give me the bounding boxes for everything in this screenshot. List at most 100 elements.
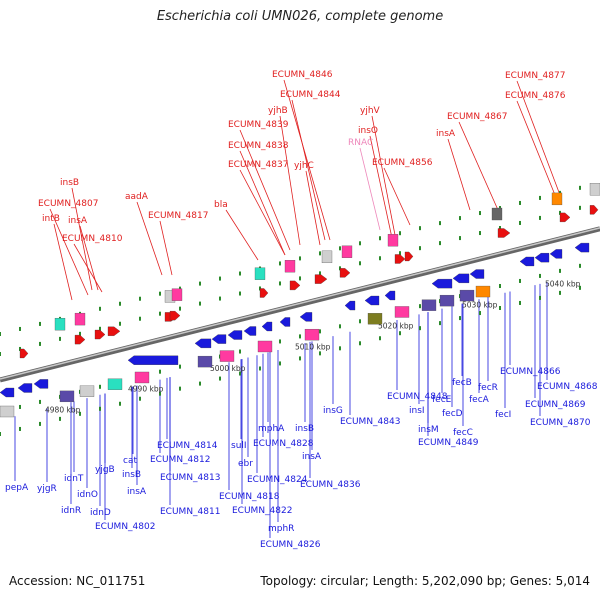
reverse-gene: [227, 330, 243, 340]
gene-block: [459, 289, 475, 302]
feature-label: ECUMN_4876: [505, 91, 566, 101]
label-leader: [369, 135, 393, 239]
feature-label: idnO: [77, 490, 98, 500]
gene-block: [421, 299, 437, 311]
reverse-gene: [534, 253, 550, 263]
feature-label: ECUMN_4867: [447, 112, 507, 122]
feature-label: fecR: [478, 383, 498, 393]
gene-block: [74, 312, 86, 326]
gene-block: [304, 328, 320, 341]
reverse-gene: [452, 273, 470, 283]
feature-label: ECUMN_4812: [150, 455, 210, 465]
label-leader: [516, 80, 561, 196]
feature-label: fecC: [453, 428, 473, 438]
feature-label: ECUMN_4818: [219, 492, 280, 502]
label-leader: [239, 150, 286, 256]
gene-block: [387, 234, 399, 247]
feature-label: insA: [68, 216, 88, 226]
gene-block: [107, 378, 123, 390]
forward-gene: [259, 288, 269, 298]
gene-block: [171, 288, 183, 301]
feature-label: ECUMN_4846: [272, 70, 333, 80]
feature-label: ECUMN_4810: [62, 234, 123, 244]
feature-label: ECUMN_4868: [537, 382, 598, 392]
gene-block: [0, 405, 15, 418]
label-leader: [371, 115, 396, 236]
label-leader: [283, 79, 331, 241]
feature-label: aadA: [125, 192, 149, 202]
feature-label: idnD: [90, 508, 111, 518]
tick-label: 5000 kbp: [210, 364, 246, 373]
feature-label: pepA: [5, 483, 29, 493]
label-leader: [225, 209, 259, 261]
forward-gene: [19, 348, 29, 359]
reverse-gene: [0, 387, 15, 398]
tick-label: 4990 kbp: [128, 385, 164, 394]
forward-gene: [107, 326, 121, 336]
label-leader: [359, 147, 381, 231]
label-leader: [447, 138, 471, 211]
reverse-gene: [17, 383, 33, 393]
feature-label: ECUMN_4817: [148, 211, 208, 221]
feature-label: insA: [436, 129, 456, 139]
backbone-line: [0, 226, 600, 383]
feature-label: fecI: [495, 410, 511, 420]
forward-gene: [74, 334, 86, 345]
feature-label: fecE: [432, 395, 452, 405]
feature-label: yjhB: [268, 106, 288, 116]
map-title: Escherichia coli UMN026, complete genome: [156, 9, 444, 24]
feature-label: insM: [418, 425, 439, 435]
feature-label: ECUMN_4826: [260, 540, 321, 550]
forward-gene: [339, 268, 351, 278]
feature-label: RNAC: [348, 138, 373, 148]
gene-block: [197, 355, 213, 368]
gene-block: [54, 317, 66, 331]
reverse-gene: [243, 326, 257, 336]
feature-label: ECUMN_4839: [228, 120, 289, 130]
feature-label: yjgB: [95, 465, 115, 475]
forward-gene: [497, 228, 511, 238]
label-leader: [159, 220, 173, 276]
reverse-gene: [469, 269, 485, 279]
feature-label: mphA: [258, 424, 285, 434]
feature-label: fecA: [469, 395, 490, 405]
feature-label: ECUMN_4828: [253, 439, 314, 449]
feature-label: ECUMN_4843: [340, 417, 400, 427]
feature-label: fecB: [452, 378, 472, 388]
gene-block: [257, 340, 273, 353]
feature-label: ECUMN_4844: [280, 90, 341, 100]
feature-label: ECUMN_4837: [228, 160, 288, 170]
gene-block: [219, 350, 235, 362]
feature-label: ECUMN_4838: [228, 141, 289, 151]
label-leader: [516, 100, 556, 196]
reverse-gene: [519, 256, 535, 267]
tick-label: 5010 kbp: [295, 343, 331, 352]
feature-label: idnR: [61, 506, 81, 516]
feature-label: ECUMN_4807: [38, 199, 98, 209]
reverse-gene: [299, 312, 313, 322]
reverse-gene: [574, 242, 590, 253]
label-leader: [383, 167, 411, 226]
gene-block: [254, 267, 266, 280]
label-leader: [71, 187, 93, 291]
gene-block: [134, 371, 150, 384]
gene-block: [491, 207, 503, 221]
topology-text: Topology: circular; Length: 5,202,090 bp…: [260, 574, 590, 588]
reverse-gene: [279, 317, 291, 327]
feature-label: fecD: [442, 409, 463, 419]
reverse-gene: [364, 295, 380, 306]
gene-block: [551, 192, 563, 206]
forward-gene: [589, 205, 599, 215]
feature-label: ECUMN_4870: [530, 418, 591, 428]
gene-block: [367, 313, 383, 325]
reverse-gene: [33, 379, 49, 389]
tick-label: 5020 kbp: [378, 322, 414, 331]
gene-block: [79, 385, 95, 397]
forward-gene: [169, 311, 181, 321]
feature-label: insB: [60, 178, 79, 188]
reverse-gene: [211, 334, 227, 344]
feature-label: cat: [123, 456, 137, 466]
forward-gene: [289, 280, 301, 291]
reverse-gene: [127, 355, 179, 365]
